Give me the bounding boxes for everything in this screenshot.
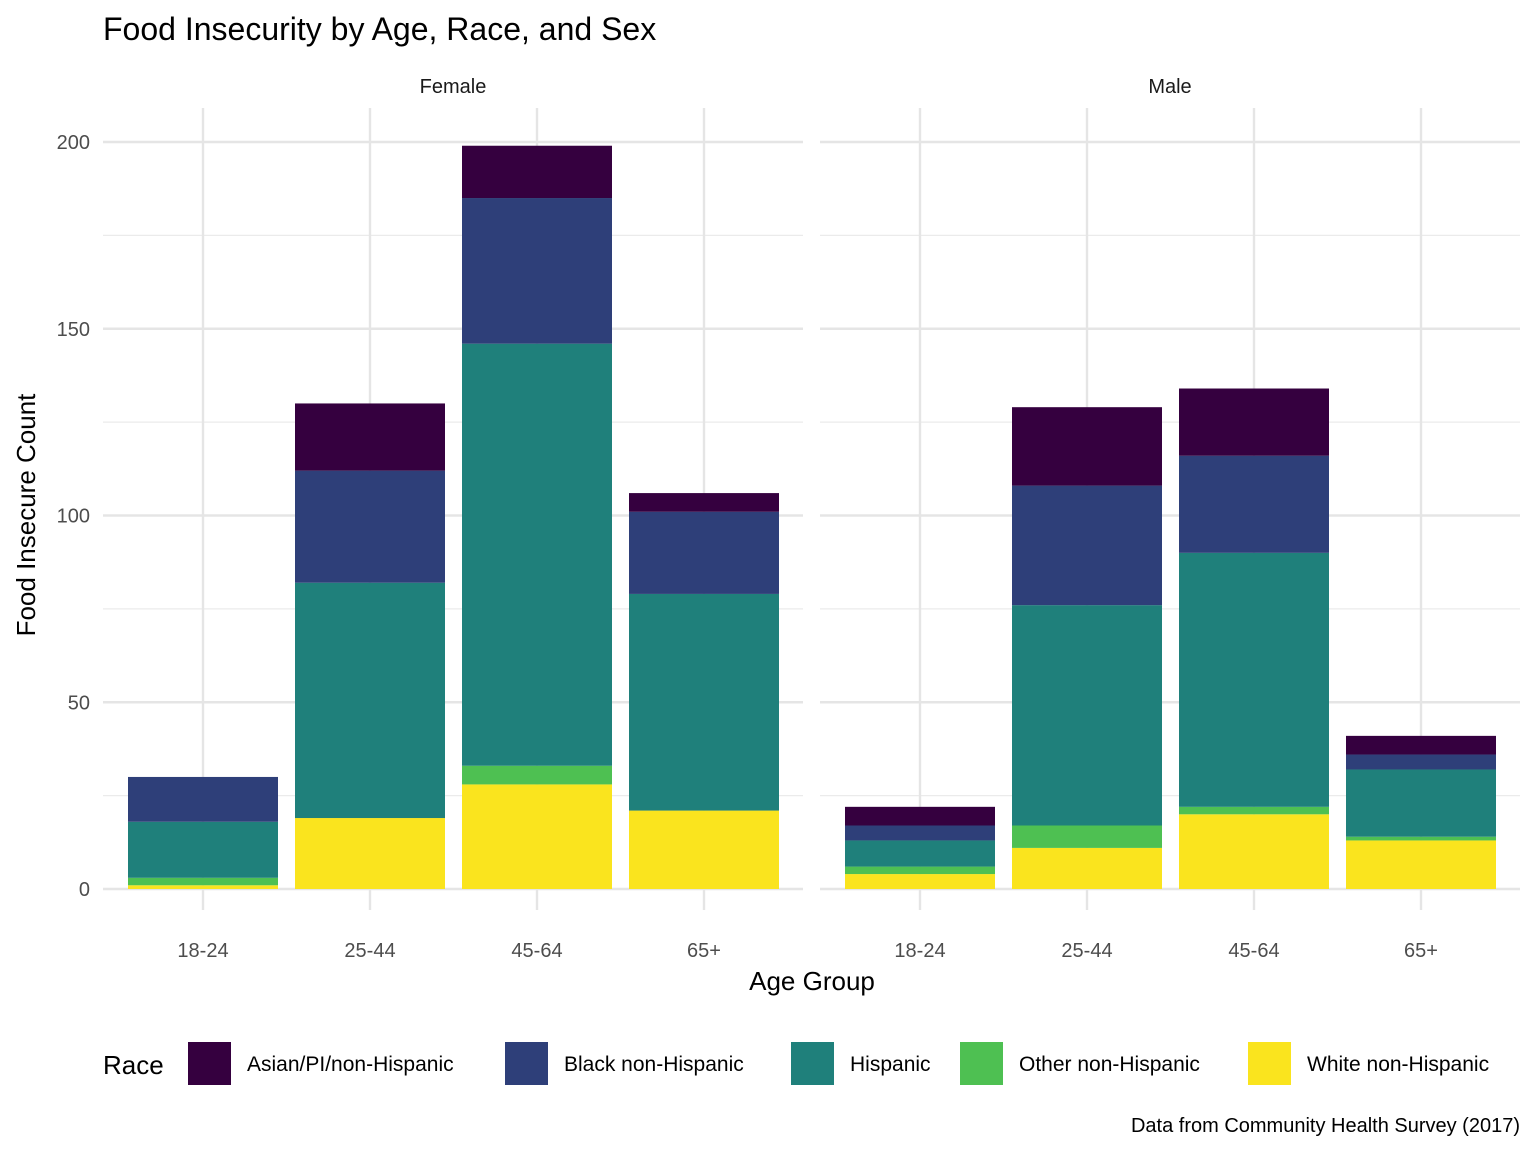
bar-male-45-64-hispanic [1179,552,1329,807]
bar-male-25-44-hispanic [1012,605,1162,826]
bar-male-65-hispanic [1346,769,1496,837]
legend-item-hispanic: Hispanic [791,1042,931,1085]
legend-title: Race [103,1050,164,1080]
legend-item-asian-pi-non-hispanic: Asian/PI/non-Hispanic [188,1042,454,1085]
y-tick-label: 100 [57,506,90,528]
bar-male-65-asian-pi-non-hispanic [1346,735,1496,755]
x-tick-label: 18-24 [894,940,945,962]
y-axis-title: Food Insecure Count [11,393,41,637]
bar-male-18-24-hispanic [845,840,995,867]
panel-label-male: Male [1148,76,1191,98]
x-tick-label: 18-24 [177,940,228,962]
bar-female-65-asian-pi-non-hispanic [629,493,779,512]
bar-male-65-black-non-hispanic [1346,754,1496,770]
bar-female-25-44-asian-pi-non-hispanic [295,403,445,471]
x-axis-title: Age Group [749,966,875,996]
legend-label: Black non-Hispanic [564,1053,744,1076]
x-tick-label: 25-44 [344,940,395,962]
bar-female-25-44-hispanic [295,582,445,819]
bar-male-25-44-asian-pi-non-hispanic [1012,407,1162,486]
bar-male-65-white-non-hispanic [1346,840,1496,889]
legend-label: White non-Hispanic [1307,1053,1489,1076]
bar-male-45-64-white-non-hispanic [1179,814,1329,889]
y-tick-label: 200 [57,132,90,154]
x-tick-label: 65+ [1404,940,1438,962]
bar-female-45-64-white-non-hispanic [462,784,612,889]
bar-female-25-44-black-non-hispanic [295,470,445,583]
legend-item-black-non-hispanic: Black non-Hispanic [505,1042,744,1085]
caption: Data from Community Health Survey (2017) [1131,1115,1520,1137]
bar-male-45-64-other-non-hispanic [1179,806,1329,815]
bar-male-25-44-black-non-hispanic [1012,485,1162,606]
bar-female-18-24-white-non-hispanic [128,885,278,889]
bar-female-18-24-black-non-hispanic [128,776,278,822]
bar-female-45-64-other-non-hispanic [462,765,612,785]
x-tick-label: 65+ [687,940,721,962]
chart-title: Food Insecurity by Age, Race, and Sex [103,11,656,47]
bar-female-45-64-hispanic [462,343,612,766]
legend-swatch [188,1042,231,1085]
bar-female-65-black-non-hispanic [629,511,779,594]
bar-female-25-44-white-non-hispanic [295,818,445,889]
bar-male-18-24-black-non-hispanic [845,825,995,841]
legend-swatch [960,1042,1003,1085]
legend-item-white-non-hispanic: White non-Hispanic [1248,1042,1489,1085]
bar-female-45-64-asian-pi-non-hispanic [462,145,612,199]
bar-female-65-hispanic [629,593,779,811]
y-tick-label: 0 [79,879,90,901]
bar-female-65-white-non-hispanic [629,810,779,889]
bar-male-25-44-white-non-hispanic [1012,847,1162,889]
panel-female: Female 18-24 25-44 45-64 65+ [103,76,803,962]
x-tick-label: 45-64 [511,940,562,962]
legend: Race Asian/PI/non-Hispanic Black non-Hisp… [103,1042,1489,1085]
panel-label-female: Female [420,76,487,98]
y-tick-label: 50 [68,692,90,714]
bar-male-18-24-asian-pi-non-hispanic [845,806,995,826]
x-tick-label: 25-44 [1061,940,1112,962]
legend-label: Asian/PI/non-Hispanic [247,1053,454,1076]
legend-swatch [1248,1042,1291,1085]
bar-female-18-24-other-non-hispanic [128,877,278,886]
legend-label: Hispanic [850,1053,931,1076]
legend-swatch [791,1042,834,1085]
bar-male-45-64-asian-pi-non-hispanic [1179,388,1329,456]
bar-male-25-44-other-non-hispanic [1012,825,1162,848]
bar-female-45-64-black-non-hispanic [462,198,612,344]
bar-male-18-24-other-non-hispanic [845,866,995,875]
bar-female-18-24-hispanic [128,821,278,878]
legend-label: Other non-Hispanic [1019,1053,1200,1076]
panel-male: Male 18-24 25-44 45-64 65+ [820,76,1520,962]
x-tick-label: 45-64 [1228,940,1279,962]
legend-swatch [505,1042,548,1085]
bar-male-65-other-non-hispanic [1346,836,1496,841]
y-tick-label: 150 [57,319,90,341]
legend-item-other-non-hispanic: Other non-Hispanic [960,1042,1200,1085]
bar-male-45-64-black-non-hispanic [1179,455,1329,553]
bar-male-18-24-white-non-hispanic [845,874,995,889]
